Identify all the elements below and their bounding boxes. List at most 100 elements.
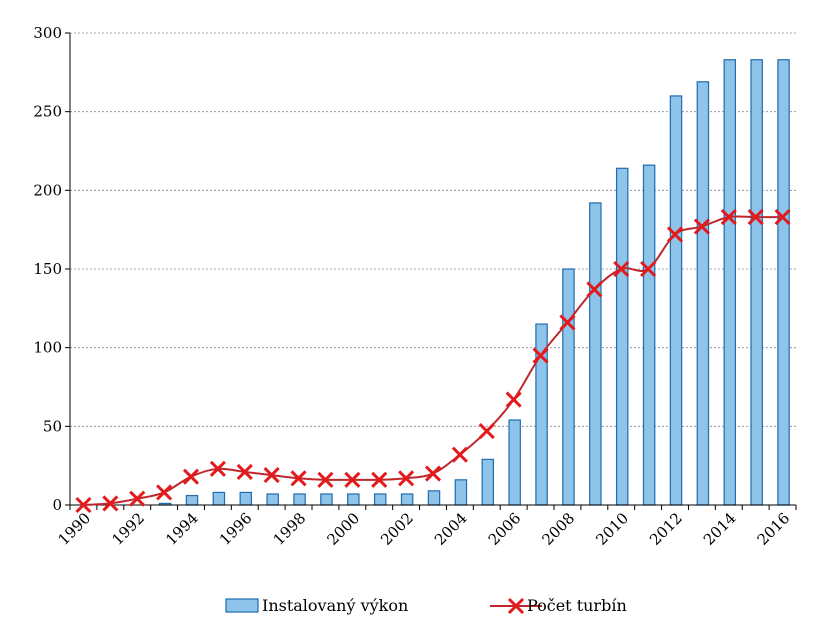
line-point	[478, 422, 495, 440]
x-tick-label: 2016	[754, 509, 794, 549]
x-tick-label: 2008	[539, 509, 579, 549]
x-tick-label: 2010	[592, 509, 632, 549]
line-point	[559, 314, 576, 331]
line-point	[424, 465, 442, 482]
bar	[777, 59, 790, 506]
bar	[293, 493, 306, 506]
line-series	[75, 209, 791, 514]
line-point	[263, 467, 280, 484]
x-tick-label: 1994	[162, 509, 202, 549]
line-point	[236, 463, 253, 481]
line-point	[693, 218, 710, 235]
x-tick-label: 1998	[270, 509, 310, 549]
legend-bar-swatch	[225, 598, 259, 613]
line-point-stroke	[559, 314, 576, 331]
line-point	[720, 209, 737, 226]
line-point-stroke	[290, 470, 307, 487]
axes	[65, 32, 797, 510]
y-tick-label: 200	[33, 181, 62, 199]
bar	[266, 493, 279, 506]
line-point	[317, 471, 334, 488]
bar	[750, 59, 763, 506]
line-point-stroke	[182, 468, 200, 485]
line-point-stroke	[747, 209, 764, 226]
bar	[481, 458, 495, 506]
bar	[400, 493, 414, 506]
line-point-stroke	[156, 484, 173, 501]
line-point-stroke	[344, 471, 361, 488]
bar	[212, 491, 226, 506]
bar	[427, 490, 441, 506]
y-tick-label: 50	[43, 417, 62, 435]
line-point-stroke	[613, 260, 630, 278]
line-point-stroke	[317, 471, 334, 488]
y-tick-label: 300	[33, 24, 62, 42]
x-tick-label: 2014	[700, 509, 740, 549]
line-point-stroke	[263, 467, 280, 484]
bar	[185, 494, 199, 506]
bar	[347, 493, 360, 506]
bar	[320, 493, 333, 506]
line-point	[290, 470, 307, 487]
x-tick-label: 2012	[646, 509, 686, 549]
line-point	[371, 471, 388, 488]
line-point-stroke	[586, 281, 603, 298]
line-point-stroke	[505, 391, 522, 408]
line-point-stroke	[398, 470, 415, 487]
line-point	[75, 496, 92, 514]
line-point	[640, 260, 657, 278]
y-axis-tick-labels: 0 50 100 150 200 250 300	[33, 24, 62, 514]
bar	[615, 167, 629, 506]
y-tick-label: 150	[33, 260, 62, 278]
bar	[562, 268, 575, 506]
line-point	[505, 391, 522, 408]
line-point-stroke	[720, 209, 737, 226]
line-point	[102, 495, 119, 512]
x-axis-tick-labels: 1990 1992 1994 1996 1998 2000 2002 2004 2006 2008…	[55, 509, 794, 549]
y-tick-label: 0	[52, 496, 62, 514]
line-point-stroke	[129, 490, 146, 507]
line-point-stroke	[774, 209, 791, 226]
line-point-stroke	[424, 465, 442, 482]
line-point	[182, 468, 200, 485]
x-tick-label: 2000	[323, 509, 363, 549]
line-point	[398, 470, 415, 487]
bar	[642, 164, 656, 506]
line-point-stroke	[532, 347, 549, 364]
legend-label-bars: Instalovaný výkon	[262, 596, 408, 615]
line-point	[451, 446, 468, 463]
line-point-stroke	[75, 496, 92, 514]
line-point	[613, 260, 630, 278]
bar	[723, 59, 737, 506]
line-point-stroke	[209, 460, 226, 477]
line-point-stroke	[371, 471, 388, 488]
x-tick-label: 1992	[108, 509, 148, 549]
line-point	[129, 490, 146, 507]
line-point-stroke	[666, 226, 684, 243]
line-point-stroke	[478, 422, 495, 440]
x-tick-label: 1990	[55, 509, 95, 549]
line-point	[666, 226, 684, 243]
y-tick-label: 100	[33, 339, 62, 357]
line-point	[156, 484, 173, 501]
bar	[454, 479, 468, 506]
x-tick-label: 2004	[431, 509, 471, 549]
line-point	[747, 209, 764, 226]
bar	[696, 81, 710, 506]
bar	[373, 493, 387, 506]
x-tick-label: 2006	[485, 509, 525, 549]
legend: Instalovaný výkon Počet turbín	[225, 596, 627, 615]
x-tick-label: 2002	[377, 509, 417, 549]
line-point	[774, 209, 791, 226]
line-point	[344, 471, 361, 488]
bar	[508, 419, 521, 506]
legend-x-marker	[507, 597, 525, 615]
line-point	[586, 281, 603, 298]
line-point-stroke	[640, 260, 657, 278]
line-point-stroke	[236, 463, 253, 481]
bar-series	[158, 59, 790, 506]
line-point	[532, 347, 549, 364]
legend-label-line: Počet turbín	[527, 596, 627, 615]
x-tick-label: 1996	[216, 509, 256, 549]
